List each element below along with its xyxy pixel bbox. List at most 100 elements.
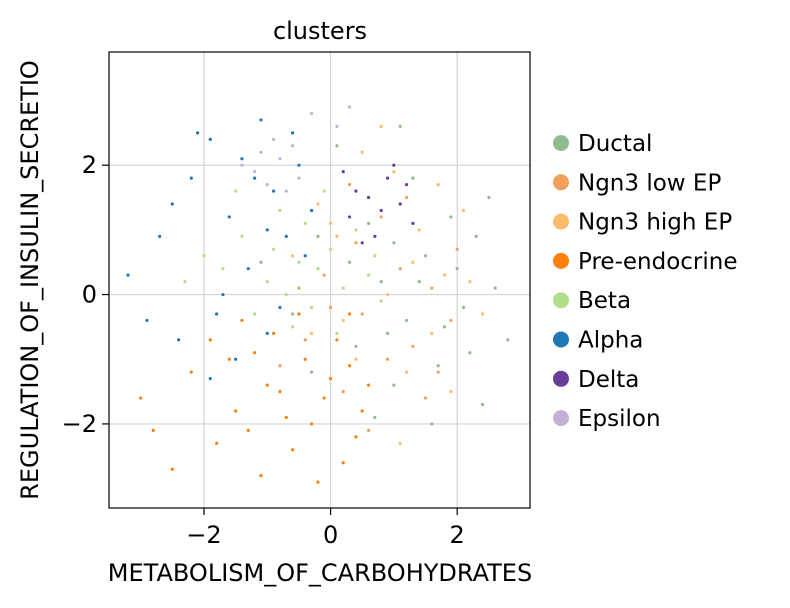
data-point [253,176,257,180]
data-point [385,331,390,335]
data-point [335,124,339,128]
legend-label: Ngn3 low EP [578,170,721,196]
data-point [404,182,409,187]
data-point [278,305,282,310]
data-point [449,215,453,219]
data-point [347,260,352,264]
data-point [366,195,371,200]
data-point [354,435,358,439]
data-point [215,312,219,316]
data-point [354,189,358,193]
legend-marker [553,252,569,269]
data-point [309,331,314,335]
data-point [468,351,472,355]
data-point [474,234,478,238]
data-point [392,241,396,245]
data-point [316,480,320,484]
data-point [335,234,339,238]
data-point [246,267,250,271]
x-tick-label: 2 [450,521,465,549]
legend-marker [553,135,569,151]
data-point [404,318,409,323]
data-point [259,474,263,478]
data-point [328,221,333,226]
data-point [151,428,155,432]
data-point [265,228,269,232]
data-point [366,428,371,432]
x-tick-label: −2 [186,521,221,549]
data-point [259,260,263,264]
data-point [145,318,149,323]
data-point [335,144,339,148]
data-point [436,182,440,187]
legend-marker [553,174,569,191]
legend-label: Pre-endocrine [578,249,737,275]
data-point [309,305,314,310]
data-point [272,189,276,193]
data-point [480,402,485,407]
data-point [297,286,301,290]
legend-label: Delta [578,367,639,393]
legend-marker [553,410,569,427]
data-point [278,157,282,161]
data-point [455,267,459,271]
data-point [303,254,307,258]
data-point [366,383,371,387]
legend-label: Alpha [578,328,643,354]
data-point [366,221,371,226]
legend: Ductal Ngn3 low EP Ngn3 high EP Pre-endocri… [553,131,737,432]
data-point [442,325,447,329]
data-point [341,389,345,394]
data-point [272,247,276,251]
data-point [354,344,358,348]
data-point [240,234,244,238]
data-point [328,305,333,310]
data-point [385,176,390,180]
data-point [290,144,295,148]
data-point [196,131,200,135]
data-point [398,124,402,128]
data-point [347,215,352,219]
data-point [259,150,263,154]
data-point [417,280,421,284]
data-point [341,318,345,323]
data-point [411,344,415,348]
data-point [189,176,193,180]
data-point [284,189,288,193]
data-point [360,409,364,413]
data-point [461,208,466,213]
data-point [265,182,269,187]
data-point [354,357,358,361]
data-point [404,195,409,200]
data-point [379,208,383,213]
data-point [404,370,409,374]
data-point [392,163,396,167]
data-point [208,137,212,141]
data-point [341,286,345,290]
x-tick-label: 0 [323,521,338,549]
data-point [316,234,320,238]
data-point [215,441,219,445]
data-point [278,364,282,368]
data-point [170,202,174,206]
data-point [290,312,295,316]
data-point [328,247,333,251]
data-point [360,241,364,245]
data-point [265,280,269,284]
data-point [461,305,466,310]
data-point [379,124,383,128]
data-point [468,280,472,284]
data-point [373,234,377,238]
data-point [303,221,307,226]
data-point [170,467,174,471]
legend-marker [553,292,569,309]
data-point [436,370,440,374]
data-point [411,176,415,180]
data-point [354,241,358,245]
data-point [240,163,244,167]
y-axis-label: REGULATION_OF_INSULIN_SECRETIO [16,60,44,500]
data-point [430,331,434,335]
legend-marker [553,213,569,230]
data-point [366,273,371,277]
